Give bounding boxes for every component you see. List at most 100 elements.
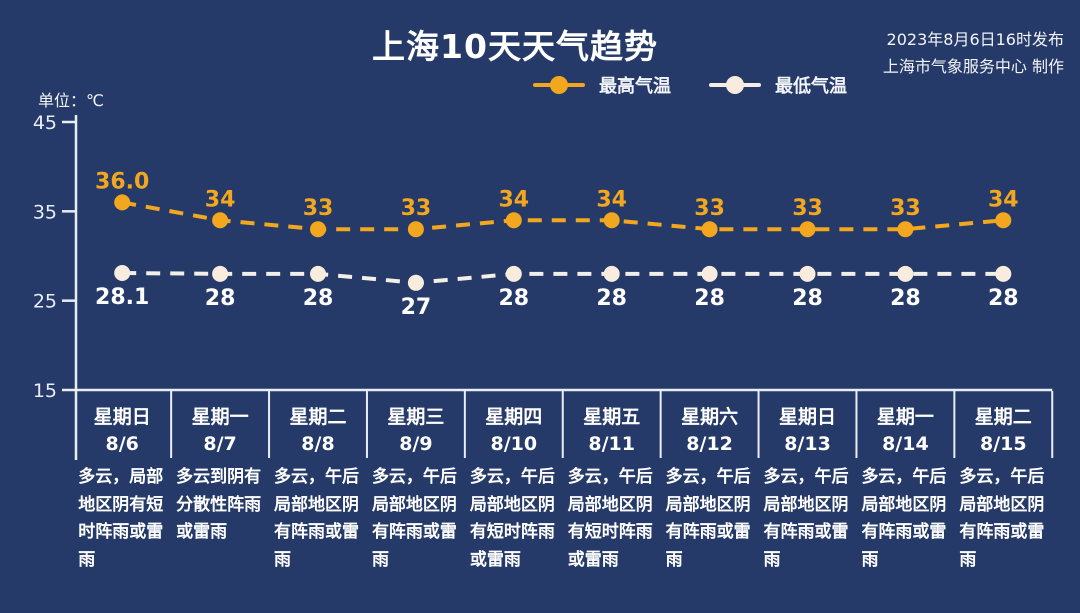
min-temp-point bbox=[212, 265, 229, 282]
day-cell: 星期五 8/11 bbox=[563, 397, 661, 457]
chart-legend: 最高气温 最低气温 bbox=[300, 72, 1080, 98]
day-cell: 星期一 8/7 bbox=[171, 397, 269, 457]
max-temp-point bbox=[603, 212, 620, 229]
day-cell: 星期四 8/10 bbox=[465, 397, 563, 457]
page-title: 上海10天天气趋势 bbox=[372, 27, 658, 66]
day-cell: 星期一 8/14 bbox=[856, 397, 954, 457]
weather-desc: 多云，午后局部地区阴有短时阵雨或雷雨 bbox=[567, 467, 653, 570]
min-temp-point bbox=[701, 265, 718, 282]
day-cell: 星期三 8/9 bbox=[367, 397, 465, 457]
max-temp-point bbox=[701, 221, 718, 238]
day-cell: 星期六 8/12 bbox=[661, 397, 759, 457]
weekday-label: 星期日 bbox=[93, 406, 151, 428]
max-temp-label: 34 bbox=[988, 187, 1019, 212]
date-label: 8/11 bbox=[588, 433, 635, 455]
weather-desc: 多云，午后局部地区阴有阵雨或雷雨 bbox=[274, 467, 360, 570]
min-temp-point bbox=[505, 265, 522, 282]
date-label: 8/9 bbox=[399, 433, 433, 455]
date-label: 8/7 bbox=[203, 433, 237, 455]
max-temp-point bbox=[212, 212, 229, 229]
legend-item-min: 最低气温 bbox=[709, 72, 847, 98]
weather-desc: 多云到阴有分散性阵雨或雷雨 bbox=[176, 467, 262, 542]
date-label: 8/6 bbox=[105, 433, 139, 455]
weekday-label: 星期五 bbox=[583, 406, 641, 428]
min-series-line-icon bbox=[709, 76, 761, 94]
date-label: 8/14 bbox=[882, 433, 929, 455]
min-temp-point bbox=[310, 265, 326, 282]
min-temp-line bbox=[122, 270, 1004, 285]
legend-item-max: 最高气温 bbox=[533, 72, 671, 98]
publish-info: 2023年8月6日16时发布 上海市气象服务中心 制作 bbox=[883, 26, 1064, 80]
day-cell: 星期二 8/8 bbox=[269, 397, 367, 457]
min-temp-label: 28 bbox=[498, 286, 529, 311]
publish-time: 2023年8月6日16时发布 bbox=[886, 30, 1064, 49]
y-tick-label: 15 bbox=[33, 380, 57, 402]
min-temp-label: 28 bbox=[988, 286, 1019, 311]
max-temp-label: 34 bbox=[596, 187, 627, 212]
weather-desc: 多云，午后局部地区阴有阵雨或雷雨 bbox=[959, 467, 1045, 570]
max-temp-point bbox=[114, 194, 131, 211]
max-temp-label: 36.0 bbox=[95, 169, 149, 194]
legend-max-label: 最高气温 bbox=[599, 76, 671, 97]
weekday-label: 星期二 bbox=[974, 406, 1032, 428]
weekday-label: 星期二 bbox=[289, 406, 347, 428]
weekday-label: 星期四 bbox=[485, 406, 543, 428]
max-temp-point bbox=[310, 221, 326, 238]
max-temp-point bbox=[407, 221, 424, 238]
max-temp-label: 33 bbox=[792, 196, 823, 221]
day-cell: 星期二 8/15 bbox=[954, 397, 1052, 457]
legend-min-label: 最低气温 bbox=[775, 76, 847, 97]
min-temp-label: 28.1 bbox=[95, 285, 149, 310]
min-temp-label: 28 bbox=[890, 286, 921, 311]
weekday-label: 星期三 bbox=[387, 406, 445, 428]
min-temp-point bbox=[897, 265, 914, 282]
day-cell: 星期日 8/13 bbox=[759, 397, 857, 457]
min-temp-label: 28 bbox=[205, 286, 236, 311]
day-cell: 星期日 8/6 bbox=[73, 397, 171, 457]
min-temp-label: 28 bbox=[303, 286, 334, 311]
max-temp-line bbox=[121, 200, 1004, 232]
max-temp-label: 33 bbox=[890, 196, 921, 221]
date-label: 8/10 bbox=[490, 433, 538, 455]
max-temp-point bbox=[897, 221, 914, 238]
weather-desc: 多云，午后局部地区阴有阵雨或雷雨 bbox=[665, 467, 751, 570]
unit-label: 单位：℃ bbox=[38, 91, 104, 110]
publisher-credit: 上海市气象服务中心 制作 bbox=[882, 57, 1064, 77]
max-temp-point bbox=[799, 221, 816, 238]
weather-desc: 多云，午后局部地区阴有阵雨或雷雨 bbox=[763, 467, 849, 570]
min-temp-label: 28 bbox=[792, 286, 823, 311]
weekday-label: 星期六 bbox=[681, 406, 739, 428]
max-temp-label: 34 bbox=[205, 187, 236, 212]
min-temp-label: 27 bbox=[401, 295, 432, 320]
min-temp-label: 28 bbox=[596, 286, 627, 311]
y-tick-label: 35 bbox=[33, 201, 57, 223]
weather-desc: 多云，午后局部地区阴有阵雨或雷雨 bbox=[371, 467, 457, 570]
weather-desc: 多云，午后局部地区阴有阵雨或雷雨 bbox=[861, 467, 947, 570]
weather-desc: 多云，午后局部地区阴有短时阵雨或雷雨 bbox=[469, 467, 555, 570]
weekday-label: 星期日 bbox=[778, 406, 836, 428]
y-tick-label: 45 bbox=[33, 112, 57, 134]
date-label: 8/8 bbox=[301, 433, 335, 455]
weekday-label: 星期一 bbox=[191, 406, 249, 428]
weekday-label: 星期一 bbox=[876, 406, 934, 428]
max-temp-point bbox=[505, 212, 522, 229]
min-temp-point bbox=[995, 265, 1012, 282]
max-temp-label: 33 bbox=[694, 196, 725, 221]
min-temp-label: 28 bbox=[694, 286, 725, 311]
max-temp-label: 33 bbox=[303, 196, 334, 221]
date-label: 8/12 bbox=[686, 433, 733, 455]
y-tick-label: 25 bbox=[33, 291, 57, 313]
max-series-line-icon bbox=[533, 76, 585, 94]
min-temp-point bbox=[407, 274, 424, 291]
weather-desc: 多云，局部地区阴有短时阵雨或雷雨 bbox=[78, 467, 164, 570]
max-temp-label: 34 bbox=[498, 187, 529, 212]
min-temp-point bbox=[799, 265, 816, 282]
min-temp-point bbox=[603, 265, 620, 282]
min-temp-point bbox=[114, 264, 131, 281]
max-temp-label: 33 bbox=[401, 196, 432, 221]
date-label: 8/13 bbox=[784, 433, 831, 455]
date-label: 8/15 bbox=[979, 433, 1027, 455]
max-temp-point bbox=[995, 212, 1012, 229]
